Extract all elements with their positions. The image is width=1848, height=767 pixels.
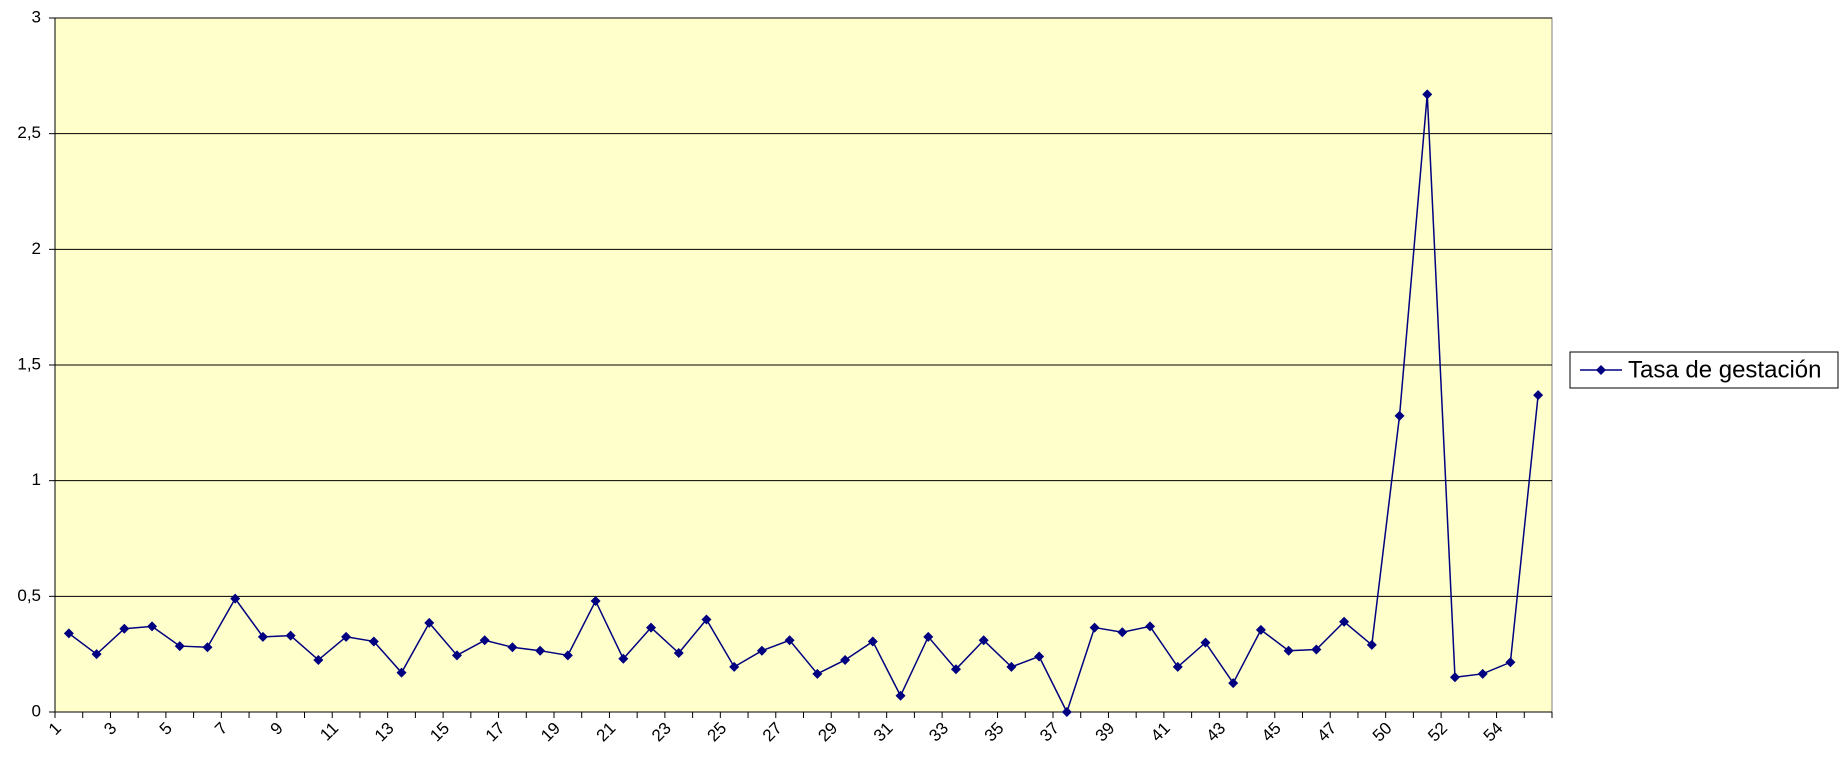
- marker: [812, 668, 823, 679]
- marker: [257, 631, 268, 642]
- marker: [285, 630, 296, 641]
- y-tick-label: 0,5: [17, 586, 41, 605]
- y-tick-label: 2,5: [17, 123, 41, 142]
- marker: [1117, 627, 1128, 638]
- marker: [1228, 678, 1239, 689]
- marker: [63, 628, 74, 639]
- x-tick-label: 54: [1480, 719, 1507, 746]
- x-tick-label: 21: [593, 719, 620, 746]
- marker: [1200, 637, 1211, 648]
- marker: [1366, 639, 1377, 650]
- x-tick-label: 50: [1369, 719, 1396, 746]
- marker: [147, 621, 158, 632]
- x-tick-label: 3: [100, 719, 120, 739]
- marker: [1089, 622, 1100, 633]
- x-tick-label: 7: [211, 719, 231, 739]
- marker: [535, 645, 546, 656]
- x-tick-label: 43: [1203, 719, 1230, 746]
- x-tick-label: 31: [870, 719, 897, 746]
- marker: [618, 653, 629, 664]
- marker: [895, 690, 906, 701]
- legend-label: Tasa de gestación: [1628, 356, 1821, 383]
- marker: [202, 642, 213, 653]
- marker: [91, 649, 102, 660]
- marker: [119, 623, 130, 634]
- marker: [1311, 644, 1322, 655]
- marker: [1255, 624, 1266, 635]
- marker: [1422, 89, 1433, 100]
- marker: [368, 636, 379, 647]
- marker: [729, 661, 740, 672]
- marker: [230, 593, 241, 604]
- marker: [1505, 657, 1516, 668]
- marker: [673, 648, 684, 659]
- marker: [1394, 410, 1405, 421]
- x-tick-label: 33: [925, 719, 952, 746]
- y-tick-label: 3: [32, 7, 41, 26]
- x-tick-label: 9: [267, 719, 287, 739]
- x-tick-label: 11: [316, 719, 342, 745]
- x-tick-label: 29: [814, 719, 841, 746]
- y-tick-label: 2: [32, 239, 41, 258]
- y-tick-label: 1: [32, 470, 41, 489]
- marker: [313, 654, 324, 665]
- marker: [396, 667, 407, 678]
- marker: [1533, 390, 1544, 401]
- marker: [978, 635, 989, 646]
- x-tick-label: 52: [1424, 719, 1451, 746]
- marker: [479, 635, 490, 646]
- marker: [1145, 621, 1156, 632]
- x-tick-label: 15: [426, 719, 453, 746]
- marker: [1006, 661, 1017, 672]
- marker: [562, 650, 573, 661]
- y-tick-label: 1,5: [17, 354, 41, 373]
- marker: [756, 645, 767, 656]
- y-tick-label: 0: [32, 701, 41, 720]
- x-tick-label: 17: [482, 719, 509, 746]
- marker: [590, 595, 601, 606]
- marker: [507, 642, 518, 653]
- marker: [840, 654, 851, 665]
- marker: [701, 614, 712, 625]
- marker: [451, 650, 462, 661]
- marker: [1339, 616, 1350, 627]
- x-tick-label: 13: [371, 719, 398, 746]
- x-tick-label: 27: [759, 719, 786, 746]
- x-tick-label: 25: [704, 719, 731, 746]
- marker: [174, 641, 185, 652]
- marker: [950, 664, 961, 675]
- marker: [867, 636, 878, 647]
- marker: [1034, 651, 1045, 662]
- x-tick-label: 1: [45, 719, 65, 739]
- marker: [923, 631, 934, 642]
- x-tick-label: 47: [1313, 719, 1340, 746]
- marker: [1449, 672, 1460, 683]
- marker: [1283, 645, 1294, 656]
- x-tick-label: 19: [537, 719, 564, 746]
- x-tick-label: 37: [1036, 719, 1063, 746]
- marker: [1061, 707, 1072, 717]
- x-tick-label: 41: [1147, 719, 1174, 746]
- marker: [784, 635, 795, 646]
- x-tick-label: 39: [1092, 719, 1119, 746]
- marker: [424, 617, 435, 628]
- legend-marker: [1596, 365, 1606, 375]
- marker: [646, 622, 657, 633]
- x-tick-label: 23: [648, 719, 675, 746]
- x-tick-label: 45: [1258, 719, 1285, 746]
- marker: [341, 631, 352, 642]
- marker: [1477, 668, 1488, 679]
- x-tick-label: 5: [156, 719, 176, 739]
- legend-box: [1569, 351, 1839, 389]
- x-tick-label: 35: [981, 719, 1008, 746]
- marker: [1172, 661, 1183, 672]
